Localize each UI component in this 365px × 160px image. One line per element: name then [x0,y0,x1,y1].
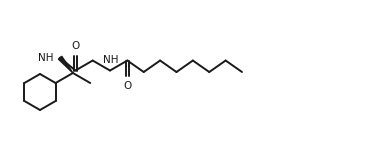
Text: NH: NH [38,53,53,63]
Polygon shape [58,56,73,73]
Text: O: O [71,40,80,51]
Text: NH: NH [103,55,119,64]
Text: O: O [123,80,131,91]
